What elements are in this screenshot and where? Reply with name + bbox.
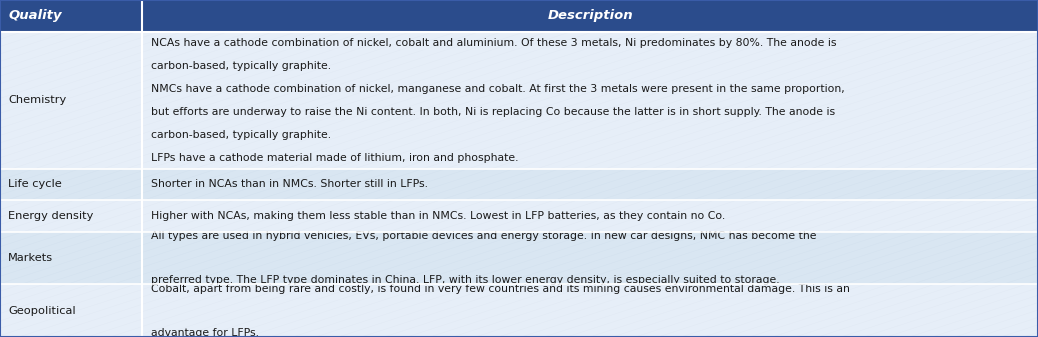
Text: Quality: Quality xyxy=(8,9,62,22)
Text: Geopolitical: Geopolitical xyxy=(8,306,76,316)
Text: advantage for LFPs.: advantage for LFPs. xyxy=(151,328,258,337)
Bar xyxy=(0,32,1038,168)
Text: LFPs have a cathode material made of lithium, iron and phosphate.: LFPs have a cathode material made of lit… xyxy=(151,153,518,162)
Text: but efforts are underway to raise the Ni content. In both, Ni is replacing Co be: but efforts are underway to raise the Ni… xyxy=(151,106,835,117)
Text: Description: Description xyxy=(547,9,633,22)
Text: All types are used in hybrid vehicles, EVs, portable devices and energy storage.: All types are used in hybrid vehicles, E… xyxy=(151,231,816,241)
Text: Shorter in NCAs than in NMCs. Shorter still in LFPs.: Shorter in NCAs than in NMCs. Shorter st… xyxy=(151,179,428,189)
Text: Higher with NCAs, making them less stable than in NMCs. Lowest in LFP batteries,: Higher with NCAs, making them less stabl… xyxy=(151,211,725,221)
Bar xyxy=(0,284,1038,337)
Text: Markets: Markets xyxy=(8,253,53,263)
Text: carbon-based, typically graphite.: carbon-based, typically graphite. xyxy=(151,61,331,70)
Bar xyxy=(0,232,1038,284)
Bar xyxy=(0,168,1038,200)
Text: NCAs have a cathode combination of nickel, cobalt and aluminium. Of these 3 meta: NCAs have a cathode combination of nicke… xyxy=(151,37,836,48)
Bar xyxy=(0,0,1038,32)
Text: Cobalt, apart from being rare and costly, is found in very few countries and its: Cobalt, apart from being rare and costly… xyxy=(151,283,849,294)
Text: NMCs have a cathode combination of nickel, manganese and cobalt. At first the 3 : NMCs have a cathode combination of nicke… xyxy=(151,84,844,94)
Text: Energy density: Energy density xyxy=(8,211,93,221)
Bar xyxy=(0,200,1038,232)
Text: preferred type. The LFP type dominates in China. LFP, with its lower energy dens: preferred type. The LFP type dominates i… xyxy=(151,275,780,285)
Text: carbon-based, typically graphite.: carbon-based, typically graphite. xyxy=(151,129,331,140)
Text: Chemistry: Chemistry xyxy=(8,95,66,105)
Text: Life cycle: Life cycle xyxy=(8,179,62,189)
